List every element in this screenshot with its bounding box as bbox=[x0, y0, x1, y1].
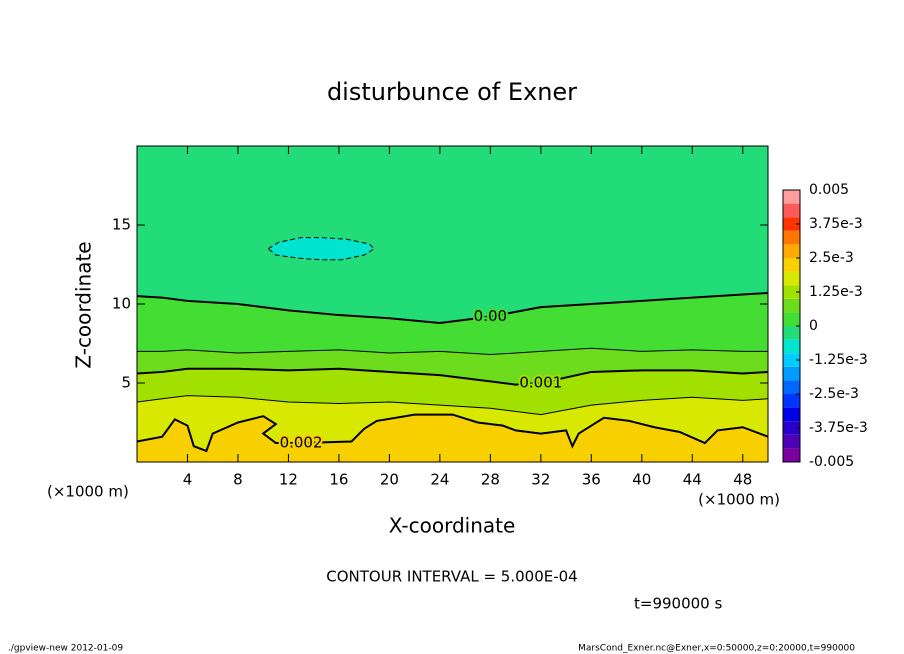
colorbar-swatch bbox=[783, 326, 800, 340]
colorbar-swatch bbox=[783, 366, 800, 381]
x-tick-label: 32 bbox=[531, 471, 550, 489]
time-label: t=990000 s bbox=[634, 595, 722, 613]
colorbar-swatch bbox=[783, 244, 800, 258]
x-tick-label: 36 bbox=[582, 471, 601, 489]
colorbar-swatch bbox=[783, 298, 800, 313]
footer-left: ./gpview-new 2012-01-09 bbox=[8, 644, 123, 654]
x-tick-label: 44 bbox=[683, 471, 702, 489]
colorbar-swatch bbox=[783, 394, 800, 408]
contour-line bbox=[136, 291, 769, 324]
colorbar-swatch bbox=[783, 407, 800, 422]
x-tick-label: 48 bbox=[733, 471, 752, 489]
colorbar-tick-label: -0.005 bbox=[809, 454, 854, 470]
contour-line bbox=[136, 395, 769, 416]
colorbar-tick-label: 0 bbox=[809, 318, 818, 334]
contour-line bbox=[136, 413, 769, 453]
contour-line bbox=[137, 347, 768, 356]
colorbar-tick-label: 1.25e-3 bbox=[809, 284, 863, 300]
colorbar-tick-label: -3.75e-3 bbox=[809, 420, 868, 436]
chart-title: disturbunce of Exner bbox=[327, 78, 577, 106]
x-tick-label: 20 bbox=[380, 471, 399, 489]
y-axis-label: Z-coordinate bbox=[72, 241, 96, 368]
colorbar-tick-label: -2.5e-3 bbox=[809, 386, 859, 402]
colorbar-swatch bbox=[783, 285, 800, 299]
contour-line bbox=[136, 367, 769, 386]
colorbar-swatch bbox=[783, 353, 800, 367]
colorbar-tick-label: 0.005 bbox=[809, 182, 849, 198]
x-tick-label: 40 bbox=[632, 471, 651, 489]
y-tick-label: 15 bbox=[112, 216, 131, 234]
colorbar-swatch bbox=[783, 421, 800, 435]
x-tick-label: 4 bbox=[183, 471, 193, 489]
x-tick-label: 24 bbox=[430, 471, 449, 489]
contour-interval: CONTOUR INTERVAL = 5.000E-04 bbox=[326, 568, 577, 586]
x-tick-label: 12 bbox=[279, 471, 298, 489]
colorbar-swatch bbox=[783, 217, 800, 231]
colorbar-swatch bbox=[783, 190, 800, 204]
x-unit: (×1000 m) bbox=[698, 491, 780, 509]
colorbar-swatch bbox=[783, 380, 800, 394]
colorbar-tick-label: 2.5e-3 bbox=[809, 250, 854, 266]
filled-region bbox=[268, 237, 375, 260]
y-tick-label: 5 bbox=[121, 374, 131, 392]
colorbar-swatch bbox=[783, 434, 800, 449]
colorbar-swatch bbox=[783, 339, 800, 354]
colorbar-swatch bbox=[783, 203, 800, 218]
contour-label: 0.001 bbox=[519, 374, 562, 392]
x-tick-label: 8 bbox=[233, 471, 243, 489]
contour-line bbox=[267, 237, 376, 261]
y-unit: (×1000 m) bbox=[47, 483, 129, 501]
colorbar-tick-label: 3.75e-3 bbox=[809, 216, 863, 232]
colorbar-swatch bbox=[783, 271, 800, 286]
x-axis-label: X-coordinate bbox=[389, 514, 516, 538]
contour-label: 0.002 bbox=[280, 434, 323, 452]
colorbar-tick-label: -1.25e-3 bbox=[809, 352, 868, 368]
footer-right: MarsCond_Exner.nc@Exner,x=0:50000,z=0:20… bbox=[578, 644, 855, 654]
colorbar-swatch bbox=[783, 312, 800, 326]
contour-label: 0.00 bbox=[474, 307, 507, 325]
x-tick-label: 28 bbox=[481, 471, 500, 489]
colorbar-swatch bbox=[783, 230, 800, 245]
y-tick-label: 10 bbox=[112, 295, 131, 313]
contour-field: 0.00 0.001 0.002 bbox=[136, 146, 769, 462]
filled-region bbox=[137, 414, 768, 462]
colorbar-swatch bbox=[783, 258, 800, 272]
x-tick-label: 16 bbox=[329, 471, 348, 489]
colorbar-swatch bbox=[783, 448, 800, 462]
